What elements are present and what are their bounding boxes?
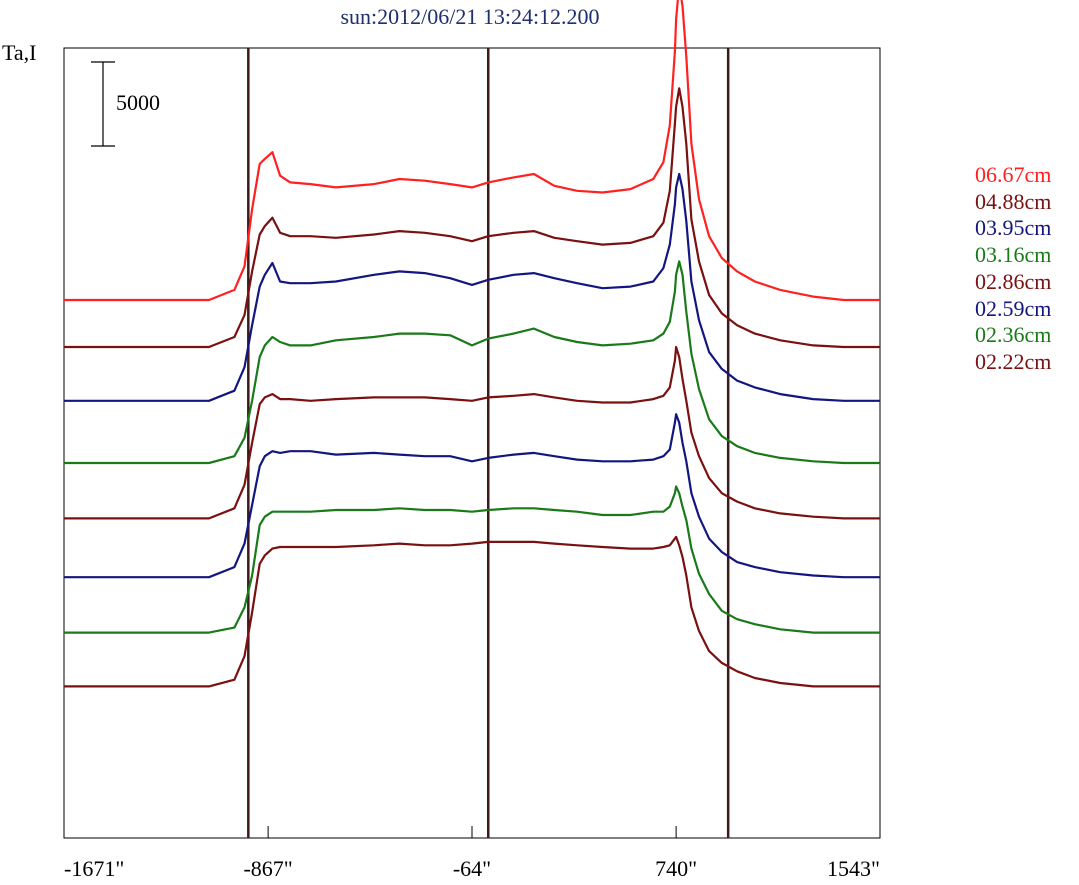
series-line [64, 535, 880, 688]
scale-bar-label: 5000 [116, 90, 160, 115]
series-line [64, 0, 880, 302]
scale-bar: 5000 [91, 61, 160, 147]
y-axis-label: Ta,I [2, 40, 37, 65]
legend-item: 02.86cm [975, 268, 1052, 294]
legend-item: 06.67cm [975, 162, 1052, 187]
plot-frame [63, 47, 881, 839]
legend-item: 03.95cm [975, 215, 1052, 241]
chart-title: sun:2012/06/21 13:24:12.200 [340, 4, 600, 29]
legend-item: 04.88cm [975, 188, 1052, 214]
series-line [64, 413, 880, 579]
legend-item: 02.22cm [975, 348, 1052, 374]
legend-item: 03.16cm [975, 242, 1052, 268]
legend: 06.67cm 04.88cm 03.95cm 03.16cm 02.86cm 02.59… [975, 162, 1051, 376]
x-tick-label: -867" [243, 856, 292, 881]
series-line [64, 345, 880, 520]
x-tick-label: 740" [655, 856, 697, 881]
series-line [64, 485, 880, 634]
x-tick-label: -1671" [64, 856, 124, 881]
x-tick-label: 1543" [827, 856, 880, 881]
legend-item: 02.36cm [975, 322, 1052, 348]
legend-item: 02.59cm [975, 295, 1052, 321]
series-line [64, 172, 880, 402]
series-line [64, 87, 880, 349]
x-tick-label: -64" [453, 856, 491, 881]
series-line [64, 260, 880, 465]
